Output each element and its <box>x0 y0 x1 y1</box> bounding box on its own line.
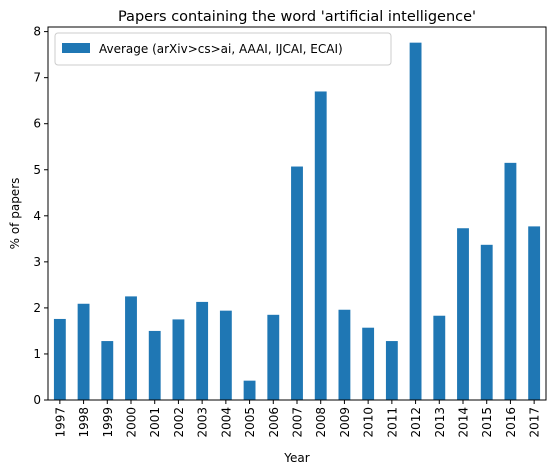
x-tick-label-2012: 2012 <box>409 407 423 438</box>
legend-label: Average (arXiv>cs>ai, AAAI, IJCAI, ECAI) <box>99 42 343 56</box>
x-tick-label-2016: 2016 <box>504 407 518 438</box>
x-tick-label-2000: 2000 <box>125 407 139 438</box>
x-tick-label-2010: 2010 <box>362 407 376 438</box>
x-axis-label: Year <box>283 451 309 465</box>
bar-2016 <box>504 162 517 400</box>
x-ticks-group: 1997 1998 1999 2000 2001 2002 2003 2004 2005 2006… <box>53 400 542 438</box>
x-tick-label-2008: 2008 <box>314 407 328 438</box>
y-axis-label: % of papers <box>8 178 22 250</box>
x-tick-label-1997: 1997 <box>53 407 67 438</box>
bar-1998 <box>77 303 90 400</box>
x-tick-label-1999: 1999 <box>101 407 115 438</box>
chart-title: Papers containing the word 'artificial i… <box>118 9 476 25</box>
bar-2006 <box>267 314 280 400</box>
y-tick-label-3: 3 <box>33 255 41 269</box>
legend-swatch <box>62 43 90 53</box>
bar-2017 <box>528 226 541 400</box>
y-tick-label-0: 0 <box>33 393 41 407</box>
y-tick-label-4: 4 <box>33 209 41 223</box>
legend: Average (arXiv>cs>ai, AAAI, IJCAI, ECAI) <box>54 32 392 66</box>
bar-2005 <box>243 380 256 400</box>
x-tick-label-2013: 2013 <box>433 407 447 438</box>
x-tick-label-2007: 2007 <box>291 407 305 438</box>
x-tick-label-2003: 2003 <box>196 407 210 438</box>
bar-2000 <box>125 296 137 400</box>
bar-2011 <box>385 341 398 400</box>
bar-2008 <box>314 91 327 400</box>
y-ticks-group: 0 1 2 3 4 5 6 7 8 <box>33 25 48 407</box>
bar-2012 <box>409 42 422 400</box>
x-tick-label-2014: 2014 <box>457 407 471 438</box>
bar-2001 <box>148 330 161 400</box>
bar-2015 <box>480 244 493 400</box>
x-tick-label-1998: 1998 <box>77 407 91 438</box>
x-tick-label-2009: 2009 <box>338 407 352 438</box>
y-tick-label-7: 7 <box>33 71 41 85</box>
x-tick-label-2006: 2006 <box>267 407 281 438</box>
y-tick-label-5: 5 <box>33 163 41 177</box>
bar-2014 <box>457 228 469 400</box>
bar-2002 <box>172 319 185 400</box>
y-tick-label-2: 2 <box>33 301 41 315</box>
y-tick-label-1: 1 <box>33 347 41 361</box>
x-tick-label-2015: 2015 <box>480 407 494 438</box>
x-tick-label-2002: 2002 <box>172 407 186 438</box>
bar-2004 <box>219 310 232 400</box>
x-tick-label-2004: 2004 <box>219 407 233 438</box>
bar-2003 <box>196 301 209 400</box>
bar-2007 <box>291 166 303 400</box>
y-tick-label-8: 8 <box>33 25 41 39</box>
bar-2013 <box>433 315 446 400</box>
bar-2009 <box>338 309 351 400</box>
bars-group <box>53 42 541 400</box>
x-tick-label-2005: 2005 <box>243 407 257 438</box>
bar-1997 <box>53 318 66 400</box>
legend-box <box>54 32 392 66</box>
x-tick-label-2001: 2001 <box>148 407 162 438</box>
x-tick-label-2017: 2017 <box>528 407 542 438</box>
bar-1999 <box>101 341 114 400</box>
bar-2010 <box>362 327 375 400</box>
x-tick-label-2011: 2011 <box>385 407 399 438</box>
y-tick-label-6: 6 <box>33 117 41 131</box>
plot-frame <box>47 26 547 401</box>
